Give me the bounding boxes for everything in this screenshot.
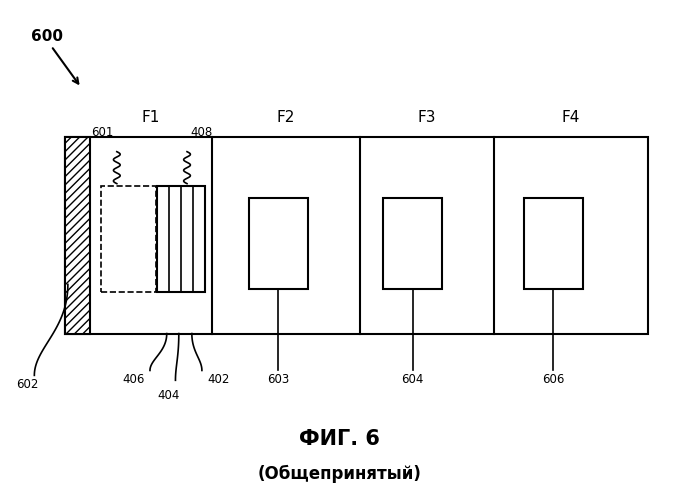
Text: 408: 408 [190,126,213,140]
Bar [65,137,90,334]
Text: 406: 406 [122,373,145,386]
Bar [65,137,648,334]
Text: F1: F1 [142,110,160,124]
Bar [157,186,205,292]
Bar [383,198,442,290]
Text: ФИГ. 6: ФИГ. 6 [299,430,380,450]
Text: F4: F4 [562,110,580,124]
Text: 604: 604 [401,373,424,386]
Text: 601: 601 [91,126,113,140]
Bar [524,198,583,290]
Text: 602: 602 [16,378,39,391]
Text: 402: 402 [208,373,230,386]
Text: 603: 603 [268,373,290,386]
Bar [101,186,156,292]
Text: 600: 600 [31,28,63,44]
Text: F2: F2 [276,110,295,124]
Text: F3: F3 [418,110,436,124]
Text: 404: 404 [158,389,180,402]
Text: 606: 606 [543,373,565,386]
Text: (Общепринятый): (Общепринятый) [257,464,422,483]
Bar [249,198,308,290]
